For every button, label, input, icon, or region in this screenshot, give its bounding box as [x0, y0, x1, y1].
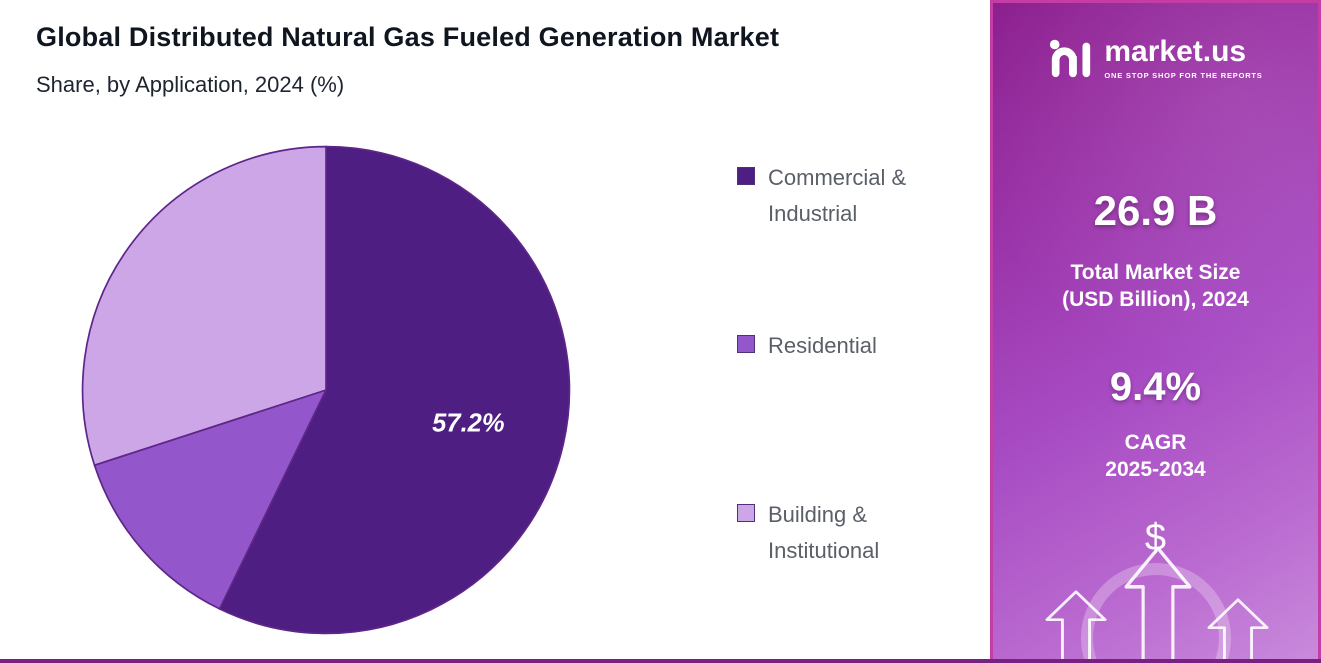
bottom-accent-strip: [0, 659, 1321, 663]
legend-swatch-commercial-industrial: [737, 167, 755, 185]
legend-swatch-building-institutional: [737, 504, 755, 522]
pie-slice: [93, 388, 328, 611]
brand-tagline: ONE STOP SHOP FOR THE REPORTS: [1104, 71, 1263, 80]
chart-area: Global Distributed Natural Gas Fueled Ge…: [36, 22, 957, 635]
brand-name: market.us: [1104, 35, 1247, 68]
legend-item-building-institutional: Building & Institutional: [737, 497, 957, 569]
up-arrow-icon: [1124, 546, 1192, 660]
cagr-value: 9.4%: [1109, 365, 1202, 409]
market-size-label-line2: (USD Billion), 2024: [1062, 288, 1249, 311]
legend-item-commercial-industrial: Commercial & Industrial: [737, 160, 957, 232]
pie-slice: [81, 145, 327, 467]
up-arrow-icon: [1045, 590, 1107, 660]
market-size-label-line1: Total Market Size: [1070, 261, 1241, 284]
legend-label-building-institutional: Building & Institutional: [768, 502, 880, 564]
chart-subtitle: Share, by Application, 2024 (%): [36, 72, 345, 97]
legend-item-residential: Residential: [737, 328, 957, 364]
dollar-symbol: $: [1144, 517, 1167, 559]
legend-swatch-residential: [737, 335, 755, 353]
cagr-label: CAGR: [1124, 431, 1187, 454]
marketus-logo: market.us ONE STOP SHOP FOR THE REPORTS: [993, 33, 1318, 84]
marketus-logo-icon: [1048, 33, 1094, 84]
market-size-value: 26.9 B: [1093, 187, 1218, 234]
chart-title: Global Distributed Natural Gas Fueled Ge…: [36, 22, 780, 52]
up-arrow-icon: [1207, 598, 1269, 660]
cagr-years: 2025-2034: [1105, 458, 1206, 481]
pie-data-label: 57.2%: [432, 410, 504, 438]
sidebar-panel: market.us ONE STOP SHOP FOR THE REPORTS …: [990, 0, 1321, 663]
pie-chart: 57.2%: [81, 145, 571, 635]
brand-text: market.us ONE STOP SHOP FOR THE REPORTS: [1104, 35, 1263, 81]
pie-slice: [218, 145, 571, 635]
legend-label-commercial-industrial: Commercial & Industrial: [768, 165, 907, 227]
legend-label-residential: Residential: [768, 333, 877, 358]
